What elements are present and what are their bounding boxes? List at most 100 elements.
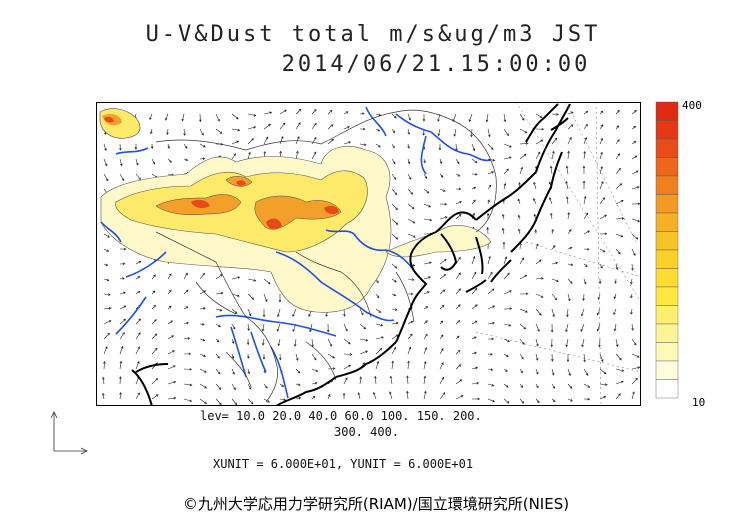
scale-color-box (655, 379, 679, 399)
wind-arrow (391, 278, 397, 283)
scale-color-box (655, 305, 679, 325)
wind-arrow (615, 233, 624, 238)
wind-arrow (631, 233, 639, 240)
wind-arrow (517, 228, 521, 235)
wind-arrow (183, 367, 193, 371)
wind-arrow (519, 142, 529, 145)
wind-arrow (181, 113, 185, 122)
wind-arrow (359, 112, 365, 115)
wind-arrow (327, 393, 331, 400)
wind-arrow (342, 392, 346, 400)
coastlines (131, 103, 571, 406)
wind-arrow (343, 126, 350, 130)
wind-arrow (423, 158, 426, 164)
wind-arrow (103, 278, 110, 282)
wind-arrow (551, 368, 555, 376)
wind-arrow (503, 168, 509, 175)
wind-arrow (263, 111, 273, 115)
wind-arrow (375, 360, 380, 370)
wind-arrow (503, 272, 510, 280)
wind-arrow (455, 335, 460, 340)
wind-arrow (391, 293, 397, 297)
wind-arrow (343, 353, 353, 356)
wind-arrow (215, 308, 223, 312)
wind-arrow (103, 320, 112, 325)
wind-arrow (263, 383, 268, 389)
wind-arrow (503, 113, 507, 123)
wind-arrow (455, 395, 464, 400)
wind-arrow (551, 245, 556, 250)
wind-arrow (309, 323, 313, 333)
wind-arrow (199, 338, 206, 342)
scale-color-box (655, 194, 679, 214)
wind-arrow (247, 368, 251, 375)
wind-arrow (135, 361, 140, 370)
wind-arrow (215, 128, 223, 134)
wind-arrow (295, 150, 299, 160)
reference-vector-axes (50, 411, 88, 455)
wind-arrow (439, 289, 446, 295)
wind-arrow (423, 188, 430, 194)
wind-arrow (551, 383, 556, 389)
scale-color-box (655, 120, 679, 140)
wind-arrow (501, 213, 505, 220)
wind-arrow (375, 323, 384, 327)
wind-arrow (599, 383, 608, 386)
scale-color-box (655, 360, 679, 380)
wind-arrow (599, 353, 604, 363)
wind-arrow (103, 248, 110, 252)
wind-arrow (407, 292, 414, 296)
wind-arrow (567, 212, 570, 220)
wind-arrow (327, 353, 336, 359)
wind-arrow (551, 137, 558, 145)
wind-arrow (439, 362, 444, 370)
wind-arrow (567, 124, 574, 130)
wind-arrow (471, 158, 478, 164)
wind-arrow (279, 135, 284, 145)
wind-arrow (615, 393, 621, 400)
wind-arrow (503, 290, 512, 295)
wind-arrow (519, 308, 528, 313)
wind-arrow (613, 293, 617, 300)
wind-arrow (407, 346, 412, 355)
wind-arrow (599, 137, 603, 145)
wind-arrow (327, 338, 332, 347)
wind-arrow (455, 272, 461, 280)
wind-arrow (199, 157, 206, 161)
wind-arrow (135, 318, 141, 325)
wind-arrow (103, 263, 109, 267)
wind-arrow (565, 165, 569, 175)
scale-color-box (655, 342, 679, 362)
wind-arrow (535, 113, 543, 118)
wind-arrow (551, 228, 554, 235)
wind-arrow (599, 124, 604, 130)
wind-arrow (391, 334, 399, 340)
wind-arrow (613, 323, 617, 332)
wind-arrow (311, 122, 317, 130)
wind-arrow (503, 143, 512, 148)
wind-arrow (487, 288, 495, 295)
wind-arrow (452, 113, 457, 122)
wind-arrow (519, 128, 528, 134)
wind-arrow (551, 398, 556, 403)
wind-arrow (343, 377, 348, 385)
wind-arrow (596, 323, 601, 332)
wind-arrow (615, 217, 625, 220)
wind-arrow (278, 353, 282, 361)
wind-arrow (535, 368, 539, 375)
wind-arrow (183, 321, 190, 325)
wind-arrow (359, 308, 364, 316)
wind-arrow (455, 288, 461, 295)
wind-arrow (471, 143, 476, 152)
wind-arrow (535, 338, 539, 347)
wind-arrow (183, 272, 188, 280)
wind-arrow (551, 308, 555, 318)
wind-arrow (263, 278, 271, 285)
wind-arrow (455, 304, 461, 310)
wind-arrow (503, 323, 512, 327)
wind-arrow (471, 381, 480, 385)
wind-arrow (199, 290, 207, 295)
wind-arrow (103, 293, 111, 296)
scale-min-label: 10 (692, 396, 705, 409)
wind-arrow (439, 202, 448, 206)
